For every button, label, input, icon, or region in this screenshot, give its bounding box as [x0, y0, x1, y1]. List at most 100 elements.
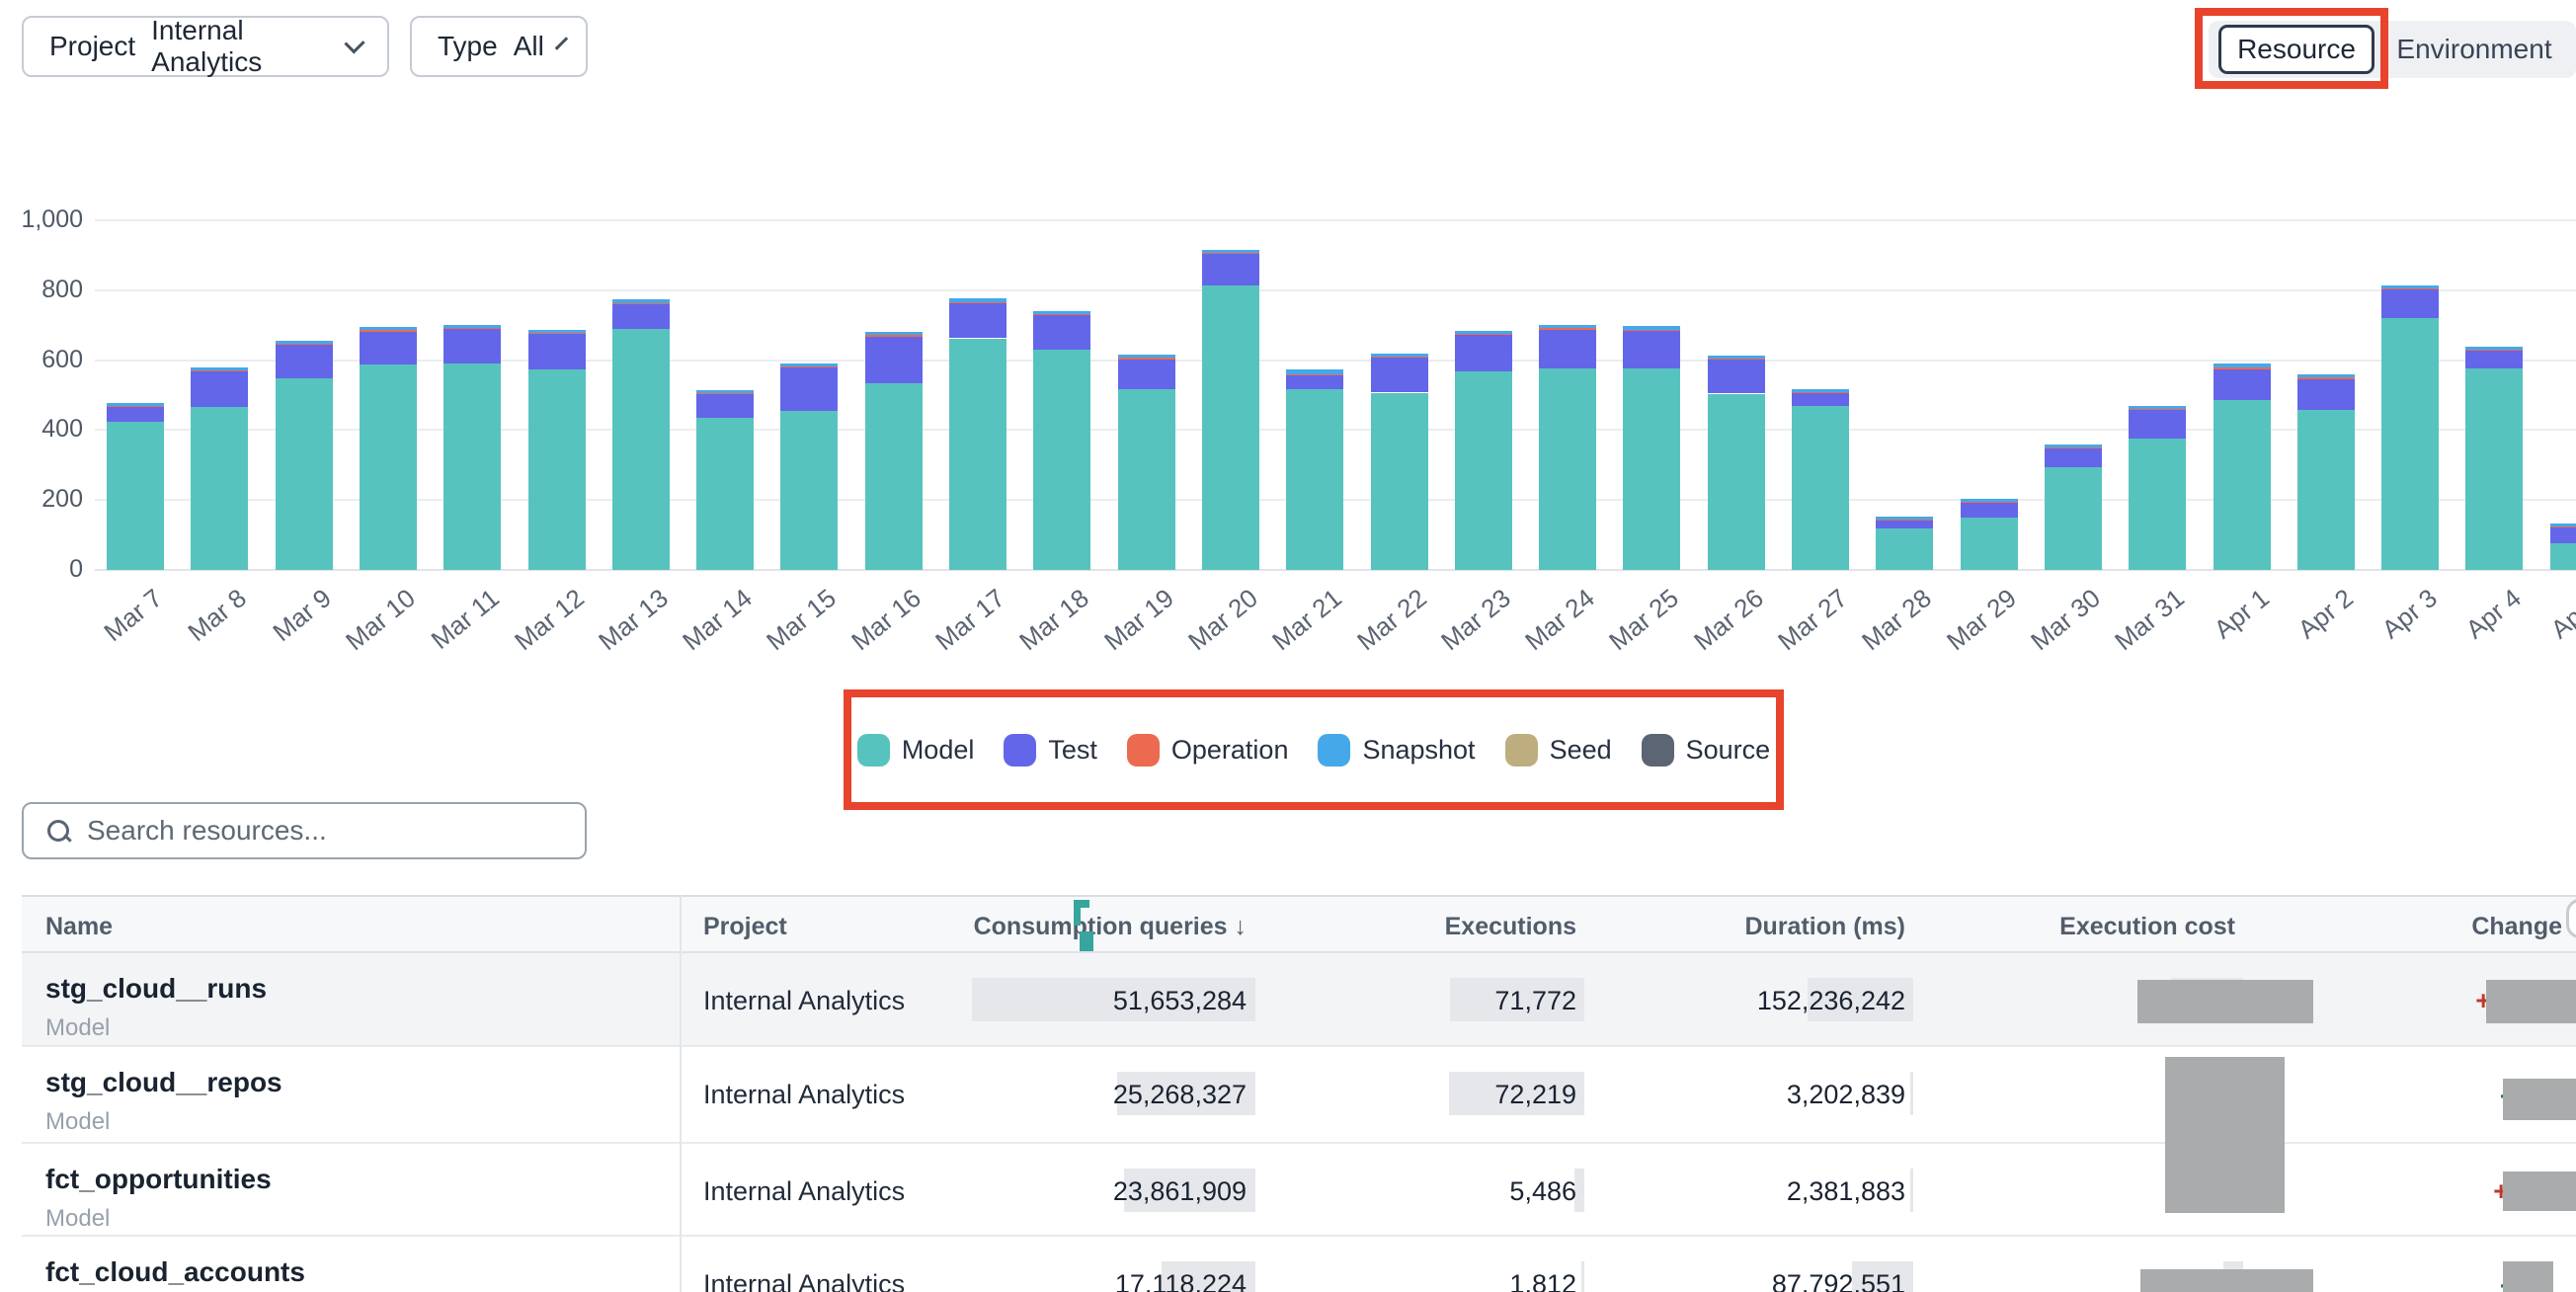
bar-segment-model	[2465, 368, 2523, 570]
data-bar	[1852, 1261, 1913, 1292]
chart-gridline	[95, 288, 2576, 291]
column-header-project[interactable]: Project	[703, 913, 787, 940]
table-header: Name Project Consumption queries ↓ Executio…	[22, 895, 2576, 953]
data-bar	[1910, 1169, 1913, 1212]
data-bar	[1117, 1072, 1255, 1115]
cell-duration_ms: 2,381,883	[1786, 1176, 1905, 1206]
cell-consumption_queries: 51,653,284	[1112, 986, 1247, 1015]
cell-project: Internal Analytics	[703, 986, 906, 1015]
legend-label: Source	[1685, 734, 1771, 765]
legend-swatch-icon	[1504, 733, 1538, 767]
resource-consumption-chart: 0 200 400 600 800 1,000 Mar 7 Mar 8 Mar 9 Mar 10 M…	[21, 205, 2576, 656]
search-box	[22, 802, 587, 859]
chart-legend: Model Test Operation Snapshot Seed Source	[851, 697, 1776, 802]
bar-segment-model	[1033, 350, 1090, 570]
legend-label: Operation	[1170, 734, 1289, 765]
bar-segment-model	[612, 329, 670, 570]
bar-segment-snapshot	[1623, 326, 1680, 330]
bar-segment-model	[1202, 285, 1259, 570]
search-input[interactable]	[85, 814, 543, 848]
legend-item-model[interactable]: Model	[856, 733, 974, 767]
bar-segment-snapshot	[1118, 355, 1175, 358]
legend-item-source[interactable]: Source	[1641, 733, 1771, 767]
y-tick-label: 800	[41, 275, 83, 303]
column-header-executions[interactable]: Executions	[1444, 913, 1576, 940]
bar-segment-test	[1792, 393, 1849, 406]
legend-item-test[interactable]: Test	[1004, 733, 1097, 767]
text-cursor-artifact	[1074, 900, 1089, 908]
column-header-name[interactable]: Name	[45, 913, 114, 940]
column-header-execution-cost[interactable]: Execution cost	[2059, 913, 2235, 940]
redaction-box	[2486, 980, 2576, 1023]
bar-segment-model	[1455, 371, 1512, 570]
data-bar	[1574, 1169, 1584, 1212]
column-header-change[interactable]: Change	[2471, 913, 2562, 940]
bar-segment-test	[107, 407, 164, 422]
cell-consumption_queries: 23,861,909	[1112, 1176, 1247, 1206]
bar-segment-model	[107, 422, 164, 570]
legend-swatch-icon	[1004, 733, 1037, 767]
bar-segment-test	[2465, 350, 2523, 368]
legend-item-operation[interactable]: Operation	[1126, 733, 1289, 767]
type-filter-label: Type	[438, 31, 498, 61]
chart-gridline	[95, 569, 2576, 571]
resource-name-link[interactable]: fct_cloud_accounts	[45, 1256, 305, 1287]
resource-type-label: Model	[45, 1108, 111, 1135]
bar-segment-model	[191, 407, 248, 570]
bar-segment-model	[865, 383, 923, 570]
bar-segment-snapshot	[2550, 524, 2576, 526]
bar-segment-test	[1455, 335, 1512, 371]
bar-segment-snapshot	[2214, 363, 2271, 367]
cell-project: Internal Analytics	[703, 1080, 906, 1109]
bar-segment-test	[2550, 526, 2576, 543]
legend-label: Snapshot	[1362, 734, 1476, 765]
bar-segment-snapshot	[696, 390, 754, 393]
type-filter-dropdown[interactable]: Type All	[410, 16, 588, 77]
bar-segment-model	[949, 339, 1006, 570]
bar-segment-snapshot	[191, 367, 248, 370]
bar-segment-snapshot	[2297, 374, 2355, 377]
bar-segment-model	[780, 411, 838, 570]
y-tick-label: 0	[69, 555, 83, 583]
legend-swatch-icon	[1126, 733, 1160, 767]
bar-segment-model	[1118, 389, 1175, 570]
legend-label: Seed	[1549, 734, 1612, 765]
chart-gridline	[95, 359, 2576, 362]
legend-swatch-icon	[856, 733, 890, 767]
bar-segment-model	[1539, 368, 1596, 570]
bar-segment-test	[276, 345, 333, 378]
legend-item-seed[interactable]: Seed	[1504, 733, 1612, 767]
bar-segment-snapshot	[612, 299, 670, 303]
annotation-box-resource	[2195, 8, 2388, 89]
project-filter-dropdown[interactable]: Project Internal Analytics	[22, 15, 389, 77]
bar-segment-test	[865, 337, 923, 383]
bar-segment-model	[360, 364, 417, 570]
resource-name-link[interactable]: stg_cloud__repos	[45, 1067, 282, 1097]
bar-segment-snapshot	[2381, 285, 2439, 288]
column-header-duration-ms-[interactable]: Duration (ms)	[1744, 913, 1906, 940]
bar-segment-operation	[2297, 376, 2355, 379]
bar-segment-test	[1876, 521, 1933, 528]
bar-segment-operation	[2214, 366, 2271, 369]
bar-segment-snapshot	[528, 330, 586, 333]
legend-item-snapshot[interactable]: Snapshot	[1318, 733, 1476, 767]
bar-segment-test	[1118, 360, 1175, 389]
resource-name-link[interactable]: stg_cloud__runs	[45, 973, 268, 1004]
bar-segment-operation	[865, 334, 923, 337]
column-header-consumption-queries[interactable]: Consumption queries ↓	[973, 913, 1247, 940]
bar-segment-snapshot	[107, 403, 164, 406]
search-icon	[47, 820, 72, 843]
view-toggle-resource[interactable]: Resource	[2218, 25, 2375, 74]
resource-name-link[interactable]: fct_opportunities	[45, 1164, 272, 1194]
resource-type-label: Model	[45, 1014, 111, 1041]
bar-segment-model	[2129, 439, 2186, 570]
bar-segment-snapshot	[1792, 389, 1849, 392]
bar-segment-operation	[1539, 327, 1596, 330]
view-toggle-environment[interactable]: Environment	[2396, 34, 2552, 64]
bar-segment-snapshot	[1371, 354, 1428, 357]
data-bar	[1124, 1169, 1255, 1212]
bar-segment-model	[528, 369, 586, 570]
data-bar	[1450, 978, 1584, 1021]
bar-segment-test	[360, 331, 417, 364]
bar-segment-test	[1961, 503, 2018, 518]
